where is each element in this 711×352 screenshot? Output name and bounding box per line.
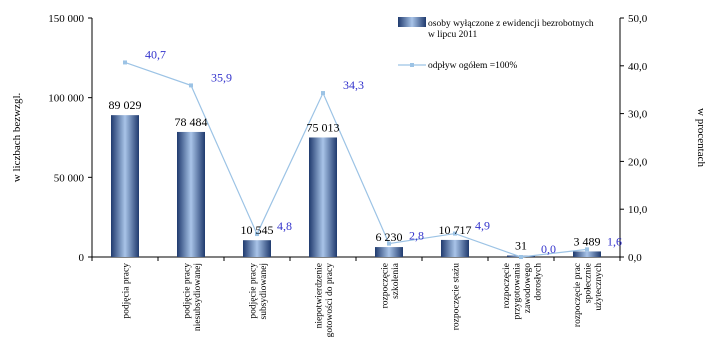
bar: [375, 247, 403, 257]
percent-point: [585, 247, 589, 252]
bar-data-label: 3 489: [574, 234, 601, 248]
legend-bar-swatch: [398, 17, 426, 27]
y-axis-title: w liczbach bezwzgl.: [11, 93, 23, 183]
bar: [309, 137, 337, 257]
percent-data-label: 4,8: [277, 219, 292, 233]
category-label: podjęcia pracy: [122, 263, 132, 319]
bar-data-label: 10 545: [241, 223, 274, 237]
category-label-line: niepotwierdzenie: [314, 263, 324, 328]
category-label: rozpoczęcie szkolenia: [380, 262, 401, 308]
category-label-line: dorosłych: [533, 263, 543, 301]
percent-data-label: 0,0: [541, 242, 556, 256]
bar: [573, 251, 601, 257]
category-label-line: rozpoczęcie: [502, 263, 512, 308]
y-tick-label: 150 000: [48, 13, 84, 25]
category-label-line: społecznie: [584, 263, 594, 303]
percent-point: [189, 83, 193, 88]
y-tick-label: 0: [79, 252, 85, 264]
category-label-line: gotowości do pracy: [325, 263, 335, 338]
category-label: podjęcie pracy niesubsydiowanej: [182, 263, 203, 331]
y2-axis-title: w procentach: [695, 108, 707, 167]
legend-label: odpływ ogółem =100%: [428, 61, 517, 71]
category-label: rozpoczęcie prac społecznie użytecznych: [573, 263, 604, 327]
y2-tick-label: 50,0: [628, 13, 648, 25]
bar-data-label: 10 717: [439, 223, 472, 237]
bar-data-label: 6 230: [376, 230, 403, 244]
category-label: podjęcie pracy subsydiowanej: [248, 263, 269, 320]
bar: [243, 240, 271, 257]
y2-tick-label: 10,0: [628, 204, 648, 216]
category-label: niepotwierdzenie gotowości do pracy: [314, 263, 335, 338]
bar-data-label: 31: [515, 239, 527, 253]
category-label-line: rozpoczęcie prac: [573, 263, 583, 327]
category-label: rozpoczęcie stażu: [452, 263, 462, 330]
bar: [177, 131, 205, 257]
y2-tick-label: 0,0: [628, 252, 642, 264]
percent-data-label: 34,3: [343, 78, 364, 92]
bar: [111, 115, 139, 257]
percent-data-label: 2,8: [409, 229, 424, 243]
category-label-line: podjęcie pracy: [182, 263, 192, 319]
category-label-line: subsydiowanej: [259, 263, 269, 319]
category-label-line: rozpoczęcie: [380, 263, 390, 308]
percent-point: [453, 231, 457, 236]
legend-label: osoby wyłączone z ewidencji bezrobotnych: [428, 19, 594, 29]
category-label-line: użytecznych: [594, 263, 604, 311]
y-tick-label: 100 000: [48, 93, 84, 105]
category-label-line: szkolenia: [391, 262, 401, 299]
percent-point: [519, 255, 523, 259]
y-tick-label: 50 000: [54, 172, 85, 184]
legend-label: w lipcu 2011: [428, 30, 478, 40]
category-label-line: przygotowania: [512, 262, 522, 319]
y2-tick-label: 30,0: [628, 109, 648, 121]
bar-data-label: 89 029: [109, 98, 142, 112]
percent-data-label: 40,7: [145, 47, 166, 61]
category-label: rozpoczęcie przygotowania zawodowego dorosł…: [502, 262, 544, 319]
percent-data-label: 1,6: [607, 234, 622, 248]
bar: [441, 239, 469, 257]
percent-data-label: 35,9: [211, 70, 232, 84]
bar-data-label: 78 484: [175, 115, 208, 129]
percent-data-label: 4,9: [475, 219, 490, 233]
category-label-line: zawodowego: [523, 263, 533, 313]
bar-data-label: 75 013: [307, 120, 340, 134]
category-label-line: podjęcie pracy: [248, 263, 258, 319]
category-label-line: rozpoczęcie stażu: [452, 263, 462, 330]
percent-line: [124, 61, 588, 258]
y2-tick-label: 20,0: [628, 156, 648, 168]
category-label-line: podjęcia pracy: [122, 263, 132, 319]
legend-line-marker: [410, 63, 414, 67]
percent-point: [255, 232, 259, 237]
percent-point: [321, 91, 325, 96]
percent-point: [387, 241, 391, 246]
y2-tick-label: 40,0: [628, 61, 648, 73]
category-label-line: niesubsydiowanej: [193, 263, 203, 331]
percent-point: [123, 60, 127, 65]
